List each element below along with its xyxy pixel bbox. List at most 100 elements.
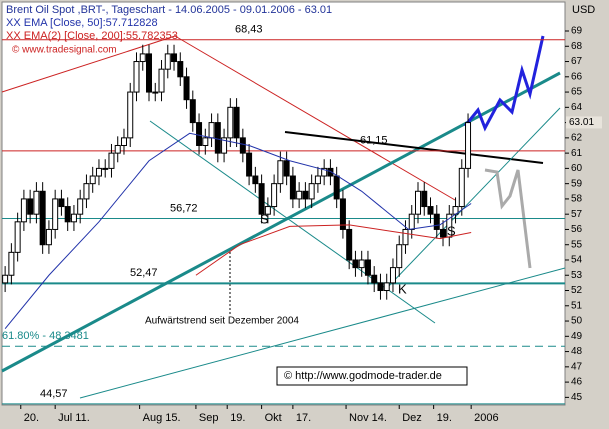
candle-body <box>352 259 359 269</box>
candle-body <box>2 274 9 284</box>
candle-body <box>408 213 415 230</box>
y-tick-label: 56 <box>571 224 583 235</box>
candle-body <box>296 190 303 200</box>
candle-body <box>346 228 353 261</box>
candle-body <box>421 190 428 208</box>
candle-body <box>95 167 102 177</box>
legend-entry: XX EMA(2) [Close, 200]:55.782353 <box>6 30 178 42</box>
candle-body <box>271 183 278 208</box>
candle-body <box>233 106 240 139</box>
last-price-box <box>566 116 602 129</box>
candle-body <box>239 137 246 154</box>
trend-line <box>79 267 566 399</box>
candle-body <box>89 175 96 185</box>
candle-body <box>127 91 134 139</box>
x-tick-label: 17. <box>296 412 311 424</box>
candle-body <box>339 198 346 230</box>
x-tick-label: Nov 14. <box>349 412 387 424</box>
candle-body <box>221 137 228 154</box>
candle-body <box>158 68 165 93</box>
candle-body <box>358 259 365 269</box>
candle-body <box>283 160 290 177</box>
annotation: Aufwärtstrend seit Dezember 2004 <box>145 316 299 327</box>
y-tick-label: 64 <box>571 102 583 113</box>
candle-body <box>196 122 203 146</box>
candle-body <box>289 175 296 200</box>
candle-body <box>364 259 371 276</box>
y-tick-label: 57 <box>571 209 583 220</box>
legend-entry: XX EMA [Close, 50]:57.712828 <box>6 17 158 29</box>
trend-lines <box>1 35 566 399</box>
x-tick-label: 19. <box>230 412 245 424</box>
source: © www.tradesignal.com <box>12 45 117 56</box>
candle-body <box>33 190 40 215</box>
candle-body <box>396 244 403 269</box>
y-tick-label: 53 <box>571 270 583 281</box>
candle-body <box>427 206 434 215</box>
candle-body <box>277 160 284 185</box>
candle-body <box>114 144 121 154</box>
y-tick-label: 65 <box>571 87 583 98</box>
candle-body <box>189 99 196 124</box>
candle-body <box>177 61 184 78</box>
y-tick-label: 54 <box>571 255 583 266</box>
trend-line <box>1 35 176 93</box>
trend-line <box>384 107 561 291</box>
candle-body <box>377 282 384 292</box>
credit: © http://www.godmode-trader.de <box>284 370 442 382</box>
last-price: 63.01 <box>569 117 594 128</box>
level-label: 61,15 <box>360 135 388 147</box>
candle-body <box>321 167 328 177</box>
candle-body <box>227 106 234 139</box>
y-tick-label: 66 <box>571 71 583 82</box>
candle-body <box>183 76 190 101</box>
trend-line <box>284 131 544 164</box>
candle-body <box>20 198 27 223</box>
candle-body <box>83 183 90 200</box>
y-tick-label: 59 <box>571 178 583 189</box>
y-unit: USD <box>572 4 595 16</box>
candle-body <box>202 137 209 146</box>
x-tick-label: Dez <box>402 412 422 424</box>
trend-line <box>174 35 456 201</box>
y-tick-label: 60 <box>571 163 583 174</box>
candle-body <box>264 206 271 215</box>
candle-body <box>371 274 378 284</box>
candle-body <box>208 122 215 139</box>
candle-body <box>465 122 472 169</box>
y-tick-label: 68 <box>571 41 583 52</box>
candle-body <box>70 213 77 223</box>
candle-body <box>77 198 84 215</box>
ema-line <box>195 224 472 276</box>
level-label: 52,47 <box>130 267 158 279</box>
x-tick-label: 2006 <box>474 412 498 424</box>
candle-body <box>146 53 153 93</box>
candle-body <box>52 198 59 230</box>
level-label: 68,43 <box>235 24 263 36</box>
y-tick-label: 69 <box>571 26 583 37</box>
candle-body <box>133 61 140 93</box>
projection <box>484 168 532 269</box>
candle-body <box>246 152 253 177</box>
y-tick-label: 61 <box>571 148 583 159</box>
y-tick-label: 62 <box>571 133 583 144</box>
candle-body <box>164 53 171 70</box>
credit-box <box>276 366 468 386</box>
candle-body <box>458 167 465 208</box>
candle-body <box>414 190 421 215</box>
candle-body <box>120 137 127 146</box>
projection <box>463 35 545 132</box>
candle-body <box>27 198 34 215</box>
candle-body <box>302 190 309 200</box>
candle-body <box>389 267 396 284</box>
candle-body <box>8 251 15 276</box>
candle-body <box>214 122 221 154</box>
y-tick-label: 47 <box>571 361 583 372</box>
x-tick-label: 20. <box>24 412 39 424</box>
candle-body <box>327 167 334 177</box>
y-tick-label: 45 <box>571 392 583 403</box>
y-tick-label: 55 <box>571 239 583 250</box>
candle-body <box>58 198 65 208</box>
candle-body <box>440 228 447 238</box>
